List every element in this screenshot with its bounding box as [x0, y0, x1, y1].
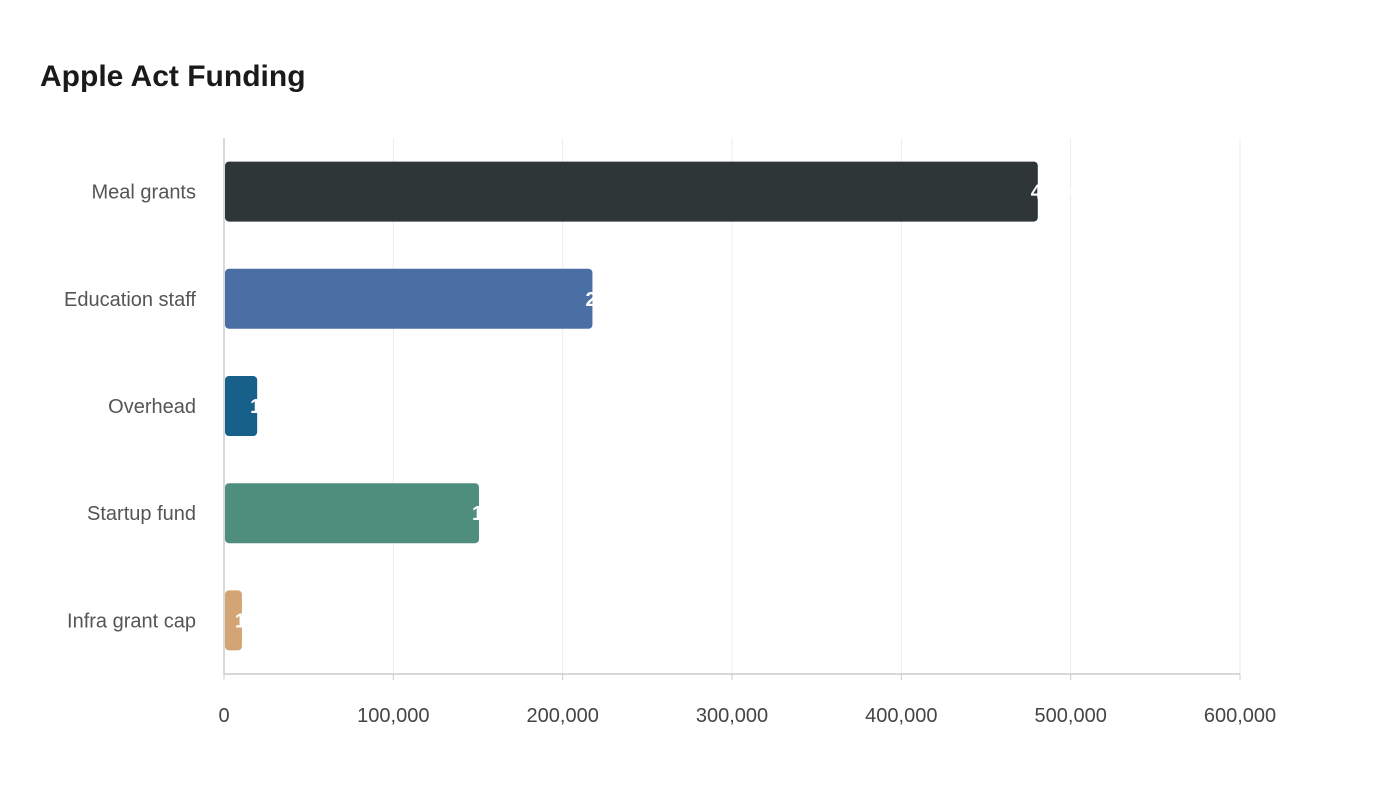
data-label: 150,000 — [472, 503, 544, 525]
data-label: 10,000 — [235, 610, 296, 632]
data-label: 480,000 — [1031, 182, 1103, 204]
x-tick-label: 300,000 — [696, 705, 768, 727]
bar — [225, 161, 1038, 222]
x-tick-label: 100,000 — [357, 705, 429, 727]
bar — [225, 590, 242, 651]
data-label: 217,000 — [585, 289, 657, 311]
y-category-label: Education staff — [64, 289, 196, 311]
x-tick-label: 0 — [218, 705, 229, 727]
x-tick-label: 400,000 — [865, 705, 937, 727]
bar — [225, 268, 593, 329]
y-category-label: Infra grant cap — [67, 610, 196, 632]
data-label: 19,000 — [250, 396, 311, 418]
x-tick-label: 200,000 — [527, 705, 599, 727]
y-category-label: Startup fund — [87, 503, 196, 525]
x-tick-label: 500,000 — [1035, 705, 1107, 727]
bar — [225, 483, 479, 544]
x-tick-label: 600,000 — [1204, 705, 1276, 727]
y-category-label: Meal grants — [92, 182, 197, 204]
chart-title: Apple Act Funding — [40, 60, 306, 93]
bar — [225, 376, 258, 436]
y-category-label: Overhead — [108, 396, 196, 418]
